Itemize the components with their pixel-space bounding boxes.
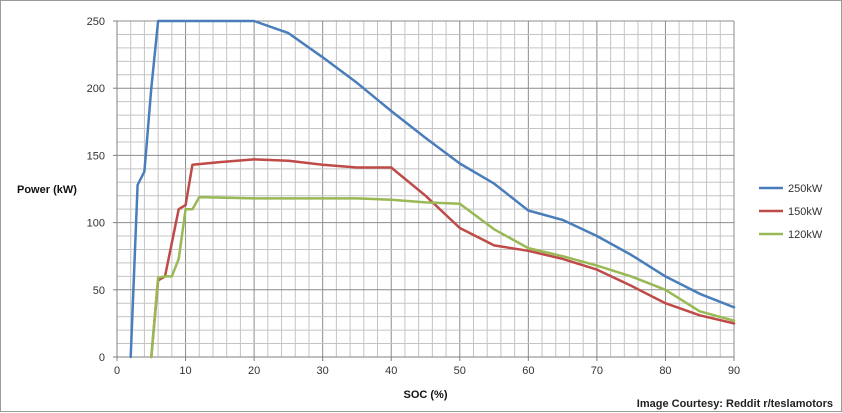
series-lines xyxy=(129,19,736,359)
y-tick-label: 150 xyxy=(87,150,105,162)
x-tick-label: 0 xyxy=(114,365,120,377)
y-axis-title: Power (kW) xyxy=(17,184,77,196)
plot-area xyxy=(117,21,734,357)
x-tick-label: 10 xyxy=(179,365,191,377)
x-tick-label: 90 xyxy=(728,365,740,377)
x-tick-label: 70 xyxy=(591,365,603,377)
y-tick-label: 50 xyxy=(93,285,105,297)
series-line-120kW xyxy=(150,195,736,359)
legend-label-250kW: 250kW xyxy=(788,183,823,195)
legend-label-150kW: 150kW xyxy=(788,206,823,218)
y-tick-label: 250 xyxy=(87,16,105,28)
x-tick-label: 20 xyxy=(248,365,260,377)
y-tick-label: 0 xyxy=(99,352,105,364)
x-tick-label: 60 xyxy=(522,365,534,377)
y-tick-label: 100 xyxy=(87,218,105,230)
x-tick-label: 30 xyxy=(317,365,329,377)
x-tick-label: 80 xyxy=(659,365,671,377)
y-tick-label: 200 xyxy=(87,83,105,95)
series-line-150kW xyxy=(150,158,736,359)
legend: 250kW 150kW 120kW xyxy=(759,183,823,241)
image-credit: Image Courtesy: Reddit r/teslamotors xyxy=(636,398,833,410)
x-tick-label: 40 xyxy=(385,365,397,377)
axes: 0 10 20 30 40 50 60 70 80 90 0 50 100 150 200 250 xyxy=(87,16,740,377)
x-tick-label: 50 xyxy=(454,365,466,377)
legend-label-120kW: 120kW xyxy=(788,229,823,241)
grid xyxy=(117,20,735,357)
series-line-250kW xyxy=(129,19,736,359)
x-axis-title: SOC (%) xyxy=(404,389,448,401)
